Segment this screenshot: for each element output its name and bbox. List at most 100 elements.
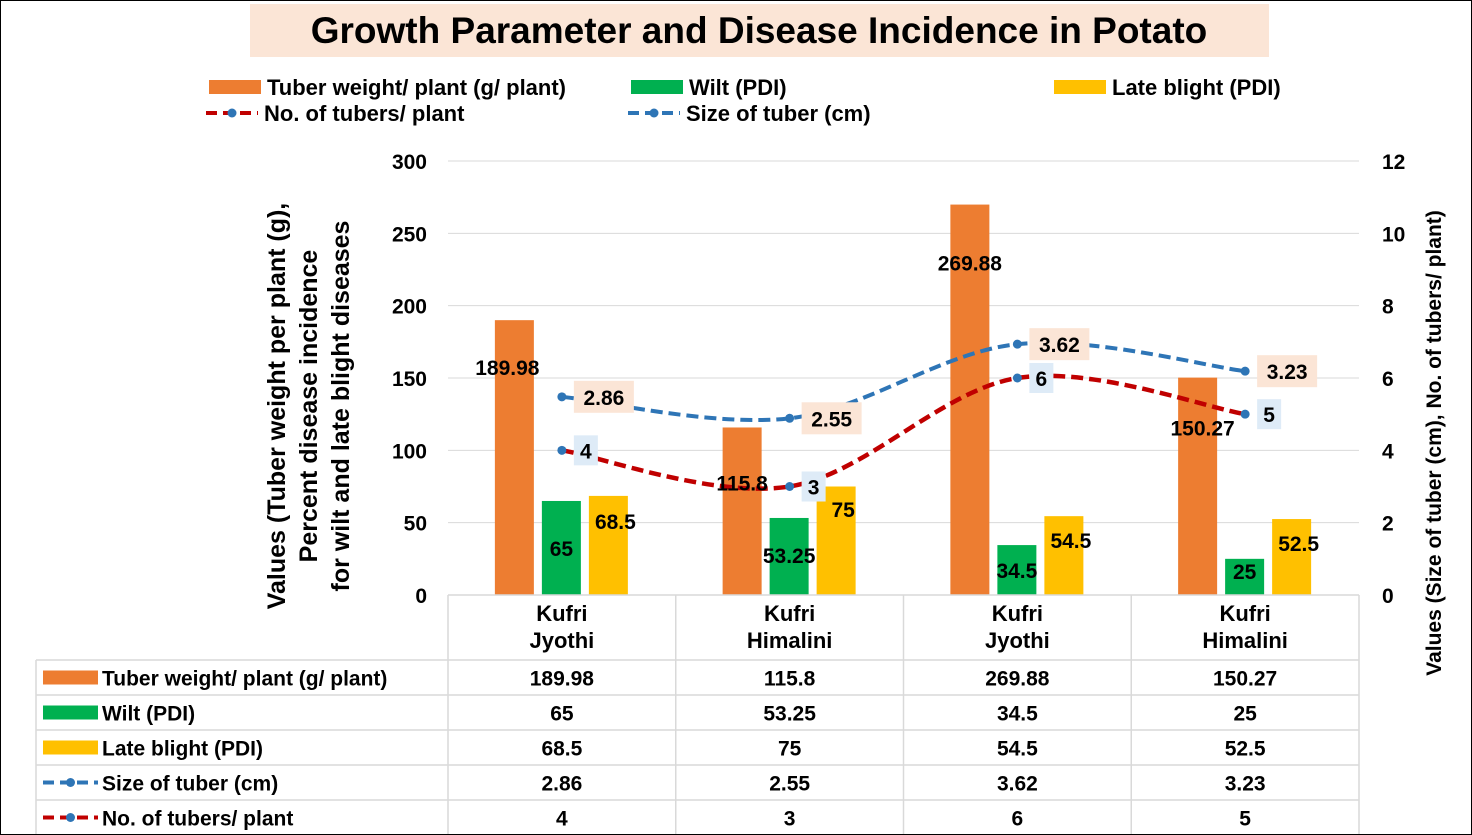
- data-label-bg-size-of-tuber: [573, 380, 634, 413]
- data-label-wilt: 34.5: [996, 560, 1037, 583]
- line-no-of-tubers: [561, 373, 1246, 491]
- table-cell: 68.5: [541, 738, 582, 761]
- table-cell: 269.88: [985, 668, 1050, 691]
- legend-label: Size of tuber (cm): [686, 101, 871, 126]
- bar: [997, 545, 1037, 595]
- bar: [1272, 519, 1312, 595]
- marker-no-of-tubers: [1012, 373, 1022, 383]
- table-row-label: Size of tuber (cm): [102, 773, 278, 796]
- data-label-late-blight: 68.5: [595, 511, 636, 534]
- legend-swatch: [43, 670, 98, 685]
- bar: [1044, 516, 1084, 595]
- gridlines: [448, 160, 1359, 524]
- table-cell: 2.86: [541, 773, 582, 796]
- y-right-axis-title: Values (Size of tuber (cm), No. of tuber…: [1423, 210, 1446, 676]
- table-cell: 189.98: [530, 668, 595, 691]
- marker-no-of-tubers: [1240, 409, 1250, 419]
- y-right-tick-label: 6: [1382, 368, 1394, 391]
- data-label-late-blight: 54.5: [1050, 530, 1091, 553]
- y-right-tick-label: 8: [1382, 296, 1394, 319]
- data-label-bg-size-of-tuber: [1029, 328, 1090, 361]
- data-label-late-blight: 75: [831, 499, 855, 522]
- marker-size-of-tuber: [785, 413, 795, 423]
- bar: [722, 427, 762, 595]
- y-right-tick-label: 10: [1382, 223, 1405, 246]
- legend-swatch: [43, 705, 98, 720]
- marker-size-of-tuber: [1240, 366, 1250, 376]
- table-row-label: Late blight (PDI): [102, 738, 263, 761]
- table-row-label: No. of tubers/ plant: [102, 808, 293, 831]
- marker-no-of-tubers: [785, 482, 795, 491]
- bar: [769, 517, 809, 595]
- x-category-label: Kufri: [536, 601, 587, 626]
- table-cell: 34.5: [997, 703, 1038, 726]
- data-label-tuber-weight: 150.27: [1171, 418, 1235, 441]
- table-cell: 2.55: [769, 773, 810, 796]
- legend-label: Wilt (PDI): [689, 75, 787, 100]
- bar: [1178, 377, 1218, 595]
- table-cell: 3.23: [1225, 773, 1266, 796]
- x-category-label: Kufri: [1219, 601, 1270, 626]
- legend-swatch: [209, 80, 261, 94]
- lines: [557, 339, 1250, 491]
- y-left-axis-title-line: Percent disease incidence: [295, 250, 323, 563]
- data-label-no-of-tubers: 3: [808, 477, 820, 500]
- bar: [541, 500, 581, 595]
- data-label-wilt: 25: [1233, 561, 1257, 584]
- bar: [1225, 558, 1265, 595]
- table-cell: 65: [550, 703, 574, 726]
- data-label-late-blight: 52.5: [1278, 533, 1319, 556]
- legend-marker: [66, 813, 75, 822]
- legend-swatch: [631, 80, 683, 94]
- y-left-tick-label: 300: [392, 151, 427, 174]
- data-label-tuber-weight: 115.8: [716, 472, 768, 495]
- y-right-tick-label: 12: [1382, 151, 1405, 174]
- x-category-label: Kufri: [992, 601, 1043, 626]
- legend-swatch: [1054, 80, 1106, 94]
- data-label-size-of-tuber: 2.86: [583, 387, 624, 410]
- data-label-tuber-weight: 269.88: [938, 253, 1003, 276]
- title-background: [250, 4, 1269, 57]
- legend-marker: [649, 108, 659, 118]
- axes: 0 50 100 150 200 250 300 0 2 4 6 8 10 12 Values (Tuber…: [263, 151, 1446, 676]
- table-cell: 53.25: [763, 703, 816, 726]
- y-left-tick-label: 150: [392, 368, 427, 391]
- table-cell: 25: [1233, 703, 1257, 726]
- legend: Tuber weight/ plant (g/ plant) Wilt (PDI)…: [206, 75, 1281, 126]
- data-label-bg-no-of-tubers: [801, 471, 826, 502]
- y-left-axis-title-line: for wilt and late blight diseases: [327, 221, 355, 592]
- legend-swatch: [43, 740, 98, 755]
- bar: [494, 320, 534, 595]
- table-cell: 3.62: [997, 773, 1038, 796]
- legend-marker: [227, 108, 237, 118]
- data-label-no-of-tubers: 4: [580, 440, 592, 463]
- y-right-tick-label: 2: [1382, 513, 1394, 536]
- table-cell: 52.5: [1225, 738, 1266, 761]
- data-table: KufriJyothiKufriHimaliniKufriJyothiKufri…: [35, 594, 1360, 834]
- data-label-bg-no-of-tubers: [573, 435, 598, 466]
- data-label-no-of-tubers: 5: [1263, 404, 1275, 427]
- y-left-tick-label: 200: [392, 296, 427, 319]
- data-label-bg-size-of-tuber: [1257, 355, 1318, 388]
- data-label-size-of-tuber: 3.62: [1039, 334, 1080, 357]
- y-left-tick-label: 50: [404, 513, 427, 536]
- bar: [816, 486, 856, 595]
- marker-no-of-tubers: [557, 445, 567, 455]
- legend-label: Late blight (PDI): [1112, 75, 1281, 100]
- marker-size-of-tuber: [1012, 339, 1022, 349]
- legend-marker: [66, 778, 75, 787]
- table-cell: 6: [1012, 808, 1024, 831]
- table-cell: 75: [778, 738, 802, 761]
- legend-label: No. of tubers/ plant: [264, 101, 465, 126]
- bar: [588, 495, 628, 595]
- data-label-size-of-tuber: 3.23: [1267, 361, 1308, 384]
- data-label-wilt: 53.25: [763, 545, 816, 568]
- chart-title-group: Growth Parameter and Disease Incidence i…: [250, 4, 1269, 57]
- table-cell: 3: [784, 808, 796, 831]
- y-right-tick-label: 0: [1382, 585, 1394, 608]
- x-category-label: Himalini: [747, 628, 833, 653]
- x-category-label: Jyothi: [985, 628, 1050, 653]
- data-label-size-of-tuber: 2.55: [811, 408, 852, 431]
- data-label-no-of-tubers: 6: [1036, 368, 1048, 391]
